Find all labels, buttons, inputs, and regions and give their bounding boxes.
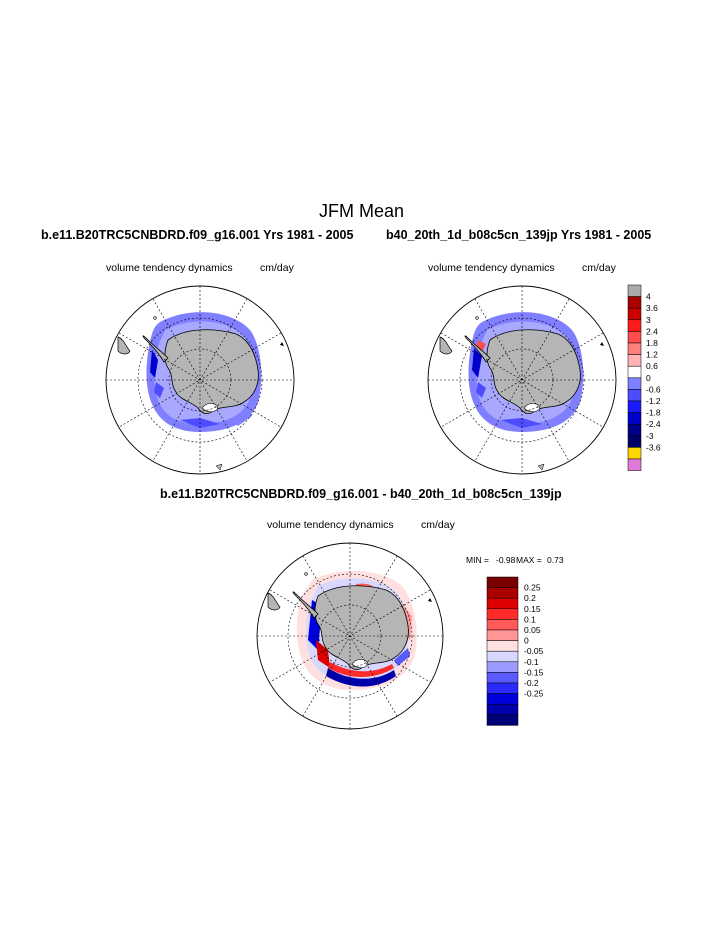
colorbar-top-swatch <box>627 458 642 471</box>
colorbar-bottom-label: -0.15 <box>524 667 544 677</box>
colorbar-top-label: -1.8 <box>646 408 661 418</box>
colorbar-top-label: -0.6 <box>646 384 661 394</box>
colorbar-top-swatch <box>627 284 642 297</box>
colorbar-top-swatch <box>627 331 642 344</box>
colorbar-top-swatch <box>627 307 642 321</box>
colorbar-top-swatch <box>627 354 642 367</box>
colorbar-top-swatch <box>627 400 642 413</box>
panel1-title: b.e11.B20TRC5CNBDRD.f09_g16.001 Yrs 1981… <box>41 228 354 242</box>
colorbar-bottom-swatch <box>486 640 519 652</box>
colorbar-top-swatch <box>627 389 642 402</box>
colorbar-top-label: 3 <box>646 315 651 325</box>
colorbar-bottom-label: -0.25 <box>524 689 544 699</box>
colorbar-bottom-swatch <box>486 661 519 673</box>
panel3-variable-label: volume tendency dynamics <box>267 519 394 531</box>
panel2-variable-label: volume tendency dynamics <box>428 262 555 274</box>
colorbar-bottom-label: 0 <box>524 636 529 646</box>
colorbar-top-label: -3.6 <box>646 442 661 452</box>
panel3-title: b.e11.B20TRC5CNBDRD.f09_g16.001 - b40_20… <box>160 487 562 501</box>
colorbar-top-label: 2.4 <box>646 326 658 336</box>
colorbar-bottom-swatch <box>486 587 519 599</box>
colorbar-bottom-swatch <box>486 672 519 684</box>
panel1-map <box>105 285 295 475</box>
colorbar-top-swatch <box>627 447 642 460</box>
figure-title: JFM Mean <box>318 201 405 221</box>
colorbar-bottom-swatch <box>486 597 519 610</box>
colorbar-bottom-label: -0.2 <box>524 678 539 688</box>
colorbar-top-label: -1.2 <box>646 396 661 406</box>
colorbar-bottom-swatch <box>486 650 519 663</box>
colorbar-bottom-swatch <box>486 693 519 705</box>
colorbar-top-swatch <box>627 435 642 448</box>
colorbar-bottom-swatch <box>486 608 519 620</box>
colorbar-top-label: 0 <box>646 373 651 383</box>
colorbar-top-swatch <box>627 423 642 437</box>
colorbar-top: 43.6 32.4 1.8 1.20.6 0-0.6 -1.2 -1.8-2.4 -3-3.6 <box>627 284 661 471</box>
colorbar-bottom-label: -0.05 <box>524 646 544 656</box>
panel1-variable-label: volume tendency dynamics <box>106 262 233 274</box>
panel3-map <box>256 542 444 730</box>
colorbar-bottom-swatch <box>486 629 519 641</box>
colorbar-bottom-swatch <box>486 703 519 716</box>
colorbar-top-swatch <box>627 412 642 425</box>
panel2-map <box>427 285 617 475</box>
colorbar-top-label: -3 <box>646 431 654 441</box>
max-label: MAX = <box>516 555 542 565</box>
colorbar-top-label: 4 <box>646 292 651 302</box>
colorbar-bottom-swatch <box>486 682 519 694</box>
colorbar-bottom-label: -0.1 <box>524 657 539 667</box>
colorbar-bottom-swatch <box>486 619 519 631</box>
colorbar-top-label: 1.8 <box>646 338 658 348</box>
colorbar-top-swatch <box>627 342 642 355</box>
colorbar-top-swatch <box>627 377 642 390</box>
colorbar-bottom-swatch <box>486 714 519 726</box>
colorbar-top-swatch <box>627 365 642 379</box>
panel2-units-label: cm/day <box>582 262 616 274</box>
colorbar-top-label: 1.2 <box>646 350 658 360</box>
panel3-units-label: cm/day <box>421 519 455 531</box>
colorbar-bottom-label: 0.1 <box>524 614 536 624</box>
colorbar-bottom-label: 0.2 <box>524 593 536 603</box>
colorbar-top-label: 0.6 <box>646 361 658 371</box>
colorbar-top-label: 3.6 <box>646 303 658 313</box>
colorbar-bottom-label: 0.25 <box>524 583 541 593</box>
min-value: -0.98 <box>496 555 516 565</box>
colorbar-top-label: -2.4 <box>646 419 661 429</box>
colorbar-bottom-label: 0.15 <box>524 604 541 614</box>
colorbar-top-swatch <box>627 319 642 332</box>
colorbar-bottom-label: 0.05 <box>524 625 541 635</box>
min-label: MIN = <box>466 555 489 565</box>
colorbar-bottom-swatch <box>486 576 519 588</box>
colorbar-top-swatch <box>627 296 642 309</box>
colorbar-bottom: 0.250.20.150.10.050-0.05-0.1-0.15-0.2-0.… <box>486 576 544 726</box>
panel1-units-label: cm/day <box>260 262 294 274</box>
panel2-title: b40_20th_1d_b08c5cn_139jp Yrs 1981 - 200… <box>386 228 652 242</box>
max-value: 0.73 <box>547 555 564 565</box>
